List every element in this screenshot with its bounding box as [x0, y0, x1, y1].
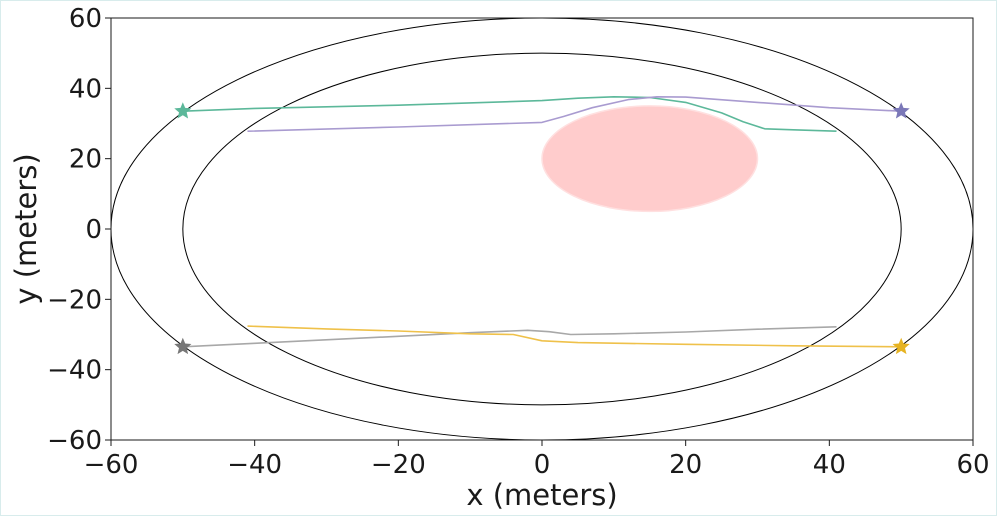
plot-content: [111, 18, 973, 440]
y-axis-label: y (meters): [9, 153, 43, 304]
x-tick-label: −40: [227, 450, 282, 480]
inner-boundary-ellipse: [182, 52, 902, 406]
endpoint-markers: [174, 102, 910, 355]
x-tick-label: −60: [84, 450, 139, 480]
y-tick-label: 60: [69, 4, 102, 34]
star-marker-1: [174, 102, 192, 119]
y-tick-label: −40: [47, 356, 102, 386]
y-tick-label: 0: [85, 215, 102, 245]
trajectory-line-3: [182, 326, 837, 348]
obstacle-region: [541, 105, 759, 213]
y-tick-label: 40: [69, 74, 102, 104]
plot-area-border: [110, 17, 974, 441]
trajectory-line-2: [247, 96, 902, 132]
x-tick-label: 60: [956, 450, 989, 480]
x-tick-label: −20: [371, 450, 426, 480]
outer-boundary-ellipse: [111, 18, 973, 440]
x-axis-label: x (meters): [466, 478, 617, 512]
x-tick-label: 0: [534, 450, 551, 480]
x-tick-label: 40: [813, 450, 846, 480]
trajectory-line-1: [182, 96, 837, 132]
trajectory-line-4: [247, 325, 902, 348]
star-marker-4: [892, 337, 910, 355]
star-marker-2: [892, 102, 910, 119]
star-marker-3: [174, 337, 192, 355]
y-tick-label: −20: [47, 285, 102, 315]
x-tick-label: 20: [669, 450, 702, 480]
axis-ticks: −60 −40 −20 0 20 40 60 −60 −40 −20 0 20 40 60: [47, 4, 989, 480]
y-tick-label: −60: [47, 426, 102, 456]
y-tick-label: 20: [69, 145, 102, 175]
